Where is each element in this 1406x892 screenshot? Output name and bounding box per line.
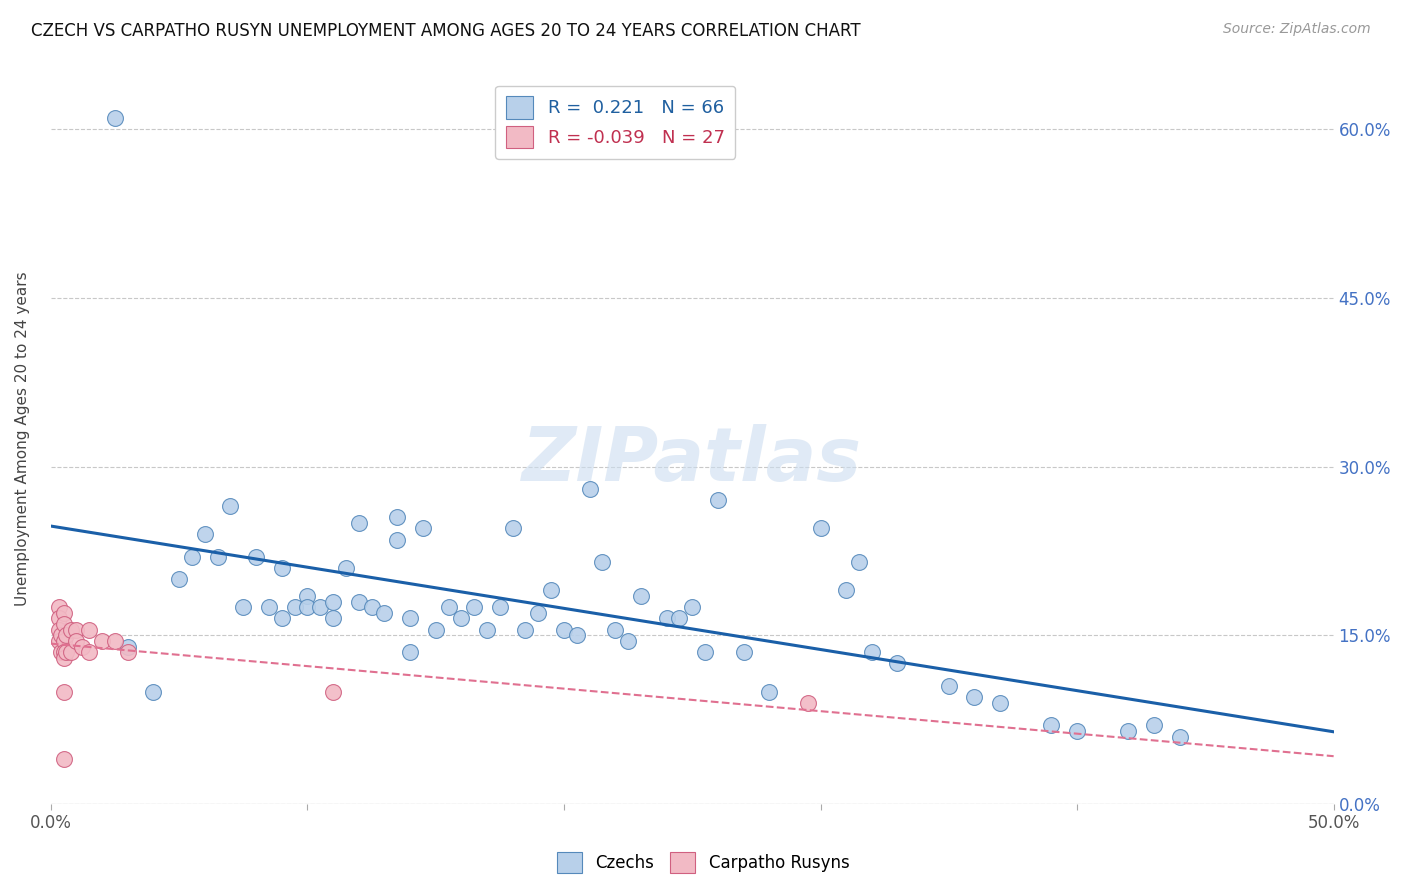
Text: Source: ZipAtlas.com: Source: ZipAtlas.com <box>1223 22 1371 37</box>
Point <box>860 645 883 659</box>
Point <box>412 521 434 535</box>
Point <box>1143 718 1166 732</box>
Point <box>52 645 75 659</box>
Point <box>1168 730 1191 744</box>
Point <box>399 645 422 659</box>
Point <box>257 600 280 615</box>
Point <box>540 583 562 598</box>
Point <box>488 600 510 615</box>
Point <box>194 527 217 541</box>
Point <box>65 634 87 648</box>
Point <box>988 696 1011 710</box>
Text: CZECH VS CARPATHO RUSYN UNEMPLOYMENT AMONG AGES 20 TO 24 YEARS CORRELATION CHART: CZECH VS CARPATHO RUSYN UNEMPLOYMENT AMO… <box>31 22 860 40</box>
Point <box>450 611 472 625</box>
Point <box>1118 723 1140 738</box>
Point <box>55 628 77 642</box>
Point <box>565 628 588 642</box>
Point <box>335 561 357 575</box>
Point <box>232 600 254 615</box>
Point <box>399 611 422 625</box>
Point <box>385 533 408 547</box>
Point <box>1040 718 1063 732</box>
Point <box>297 589 319 603</box>
Point <box>297 600 319 615</box>
Point <box>553 623 575 637</box>
Point <box>52 684 75 698</box>
Point <box>347 516 370 530</box>
Point <box>142 684 165 698</box>
Point <box>437 600 460 615</box>
Point <box>60 623 83 637</box>
Point <box>79 623 101 637</box>
Point <box>48 634 70 648</box>
Point <box>55 645 77 659</box>
Text: ZIPatlas: ZIPatlas <box>522 424 862 497</box>
Point <box>630 589 652 603</box>
Point <box>284 600 307 615</box>
Point <box>70 640 93 654</box>
Point <box>322 594 344 608</box>
Point <box>79 645 101 659</box>
Point <box>48 600 70 615</box>
Point <box>681 600 703 615</box>
Point <box>385 510 408 524</box>
Point <box>693 645 716 659</box>
Point <box>835 583 858 598</box>
Point <box>104 634 127 648</box>
Point <box>347 594 370 608</box>
Point <box>104 111 127 125</box>
Point <box>758 684 780 698</box>
Point <box>360 600 382 615</box>
Point <box>963 690 986 705</box>
Point <box>527 606 550 620</box>
Point <box>938 679 960 693</box>
Point <box>463 600 485 615</box>
Point <box>502 521 524 535</box>
Point <box>60 645 83 659</box>
Point <box>65 623 87 637</box>
Point <box>48 623 70 637</box>
Legend: Czechs, Carpatho Rusyns: Czechs, Carpatho Rusyns <box>550 846 856 880</box>
Point <box>733 645 755 659</box>
Point <box>52 634 75 648</box>
Point <box>810 521 832 535</box>
Point <box>668 611 690 625</box>
Point <box>52 650 75 665</box>
Point <box>617 634 640 648</box>
Point <box>655 611 678 625</box>
Point <box>52 617 75 632</box>
Point <box>52 752 75 766</box>
Point <box>270 611 292 625</box>
Point <box>475 623 498 637</box>
Point <box>49 628 72 642</box>
Point <box>886 657 908 671</box>
Point <box>207 549 229 564</box>
Point <box>181 549 204 564</box>
Point <box>52 606 75 620</box>
Point <box>245 549 267 564</box>
Point <box>49 645 72 659</box>
Point <box>591 555 613 569</box>
Point <box>117 640 139 654</box>
Point <box>48 611 70 625</box>
Point <box>167 572 190 586</box>
Point <box>796 696 818 710</box>
Point <box>605 623 627 637</box>
Point <box>270 561 292 575</box>
Point <box>848 555 870 569</box>
Point <box>425 623 447 637</box>
Point <box>515 623 537 637</box>
Point <box>219 499 242 513</box>
Point <box>322 684 344 698</box>
Point <box>309 600 332 615</box>
Point <box>1066 723 1088 738</box>
Point <box>578 482 600 496</box>
Point <box>91 634 114 648</box>
Point <box>707 493 730 508</box>
Y-axis label: Unemployment Among Ages 20 to 24 years: Unemployment Among Ages 20 to 24 years <box>15 271 30 606</box>
Point <box>117 645 139 659</box>
Legend: R =  0.221   N = 66, R = -0.039   N = 27: R = 0.221 N = 66, R = -0.039 N = 27 <box>495 86 735 159</box>
Point <box>322 611 344 625</box>
Point <box>373 606 395 620</box>
